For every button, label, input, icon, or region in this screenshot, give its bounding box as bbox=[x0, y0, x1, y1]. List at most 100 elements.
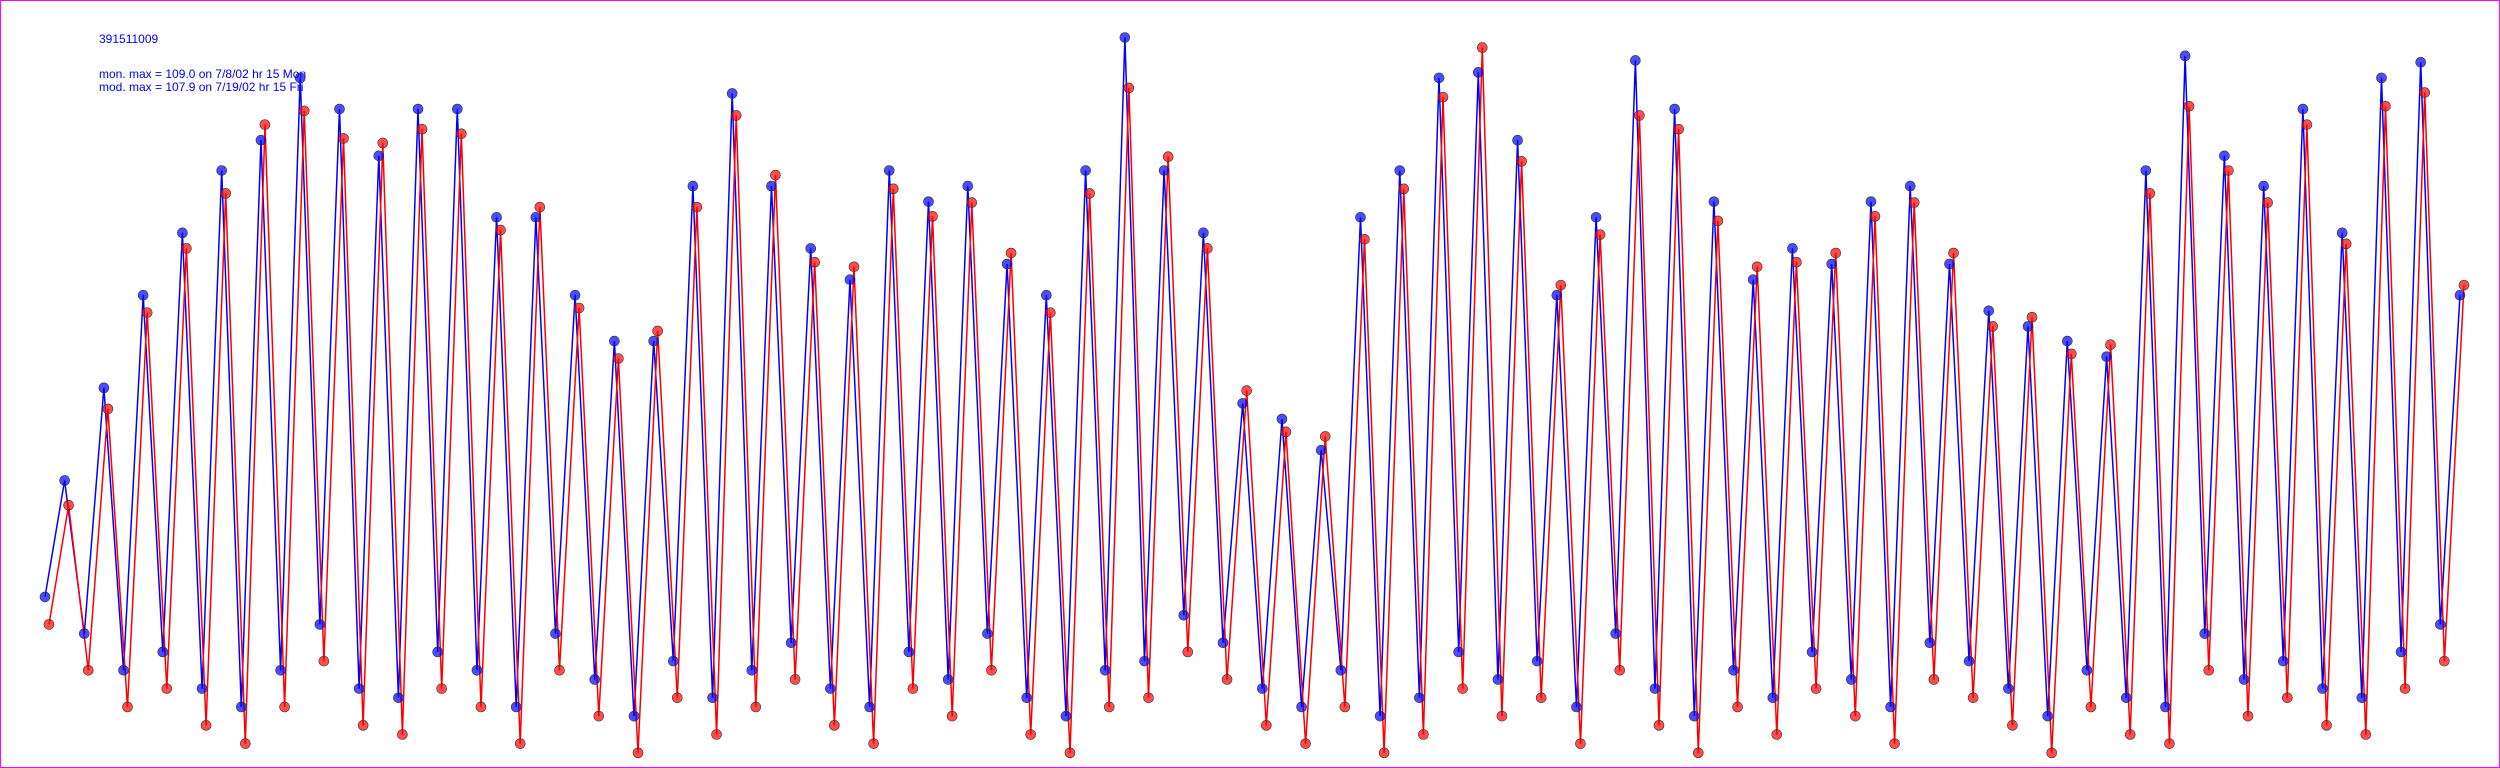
data-point bbox=[1084, 188, 1095, 199]
data-point bbox=[2219, 150, 2230, 162]
data-point bbox=[495, 224, 506, 236]
data-point bbox=[1771, 729, 1783, 740]
data-point bbox=[2164, 738, 2175, 749]
data-point bbox=[452, 103, 463, 115]
data-point bbox=[1021, 692, 1033, 704]
data-point bbox=[393, 692, 404, 704]
data-point bbox=[1398, 183, 1410, 195]
data-point bbox=[1202, 243, 1213, 254]
data-point bbox=[137, 289, 149, 301]
data-point bbox=[1634, 110, 1645, 121]
data-point bbox=[2380, 100, 2391, 112]
data-point bbox=[1064, 747, 1076, 759]
data-point bbox=[1535, 692, 1547, 704]
data-point bbox=[2105, 339, 2116, 351]
data-point bbox=[1810, 683, 1822, 694]
data-point bbox=[554, 664, 565, 676]
data-point bbox=[573, 302, 585, 314]
data-point bbox=[1276, 413, 1288, 425]
data-point bbox=[1865, 196, 1877, 207]
data-point bbox=[1692, 747, 1704, 759]
data-point bbox=[766, 180, 777, 192]
data-point bbox=[102, 403, 114, 415]
data-point bbox=[1516, 156, 1527, 167]
data-point bbox=[2144, 188, 2156, 199]
data-point bbox=[1257, 683, 1268, 694]
data-point bbox=[181, 243, 192, 254]
data-point bbox=[416, 123, 428, 135]
data-point bbox=[1374, 710, 1386, 722]
data-point bbox=[1928, 674, 1940, 685]
data-point bbox=[357, 720, 369, 731]
data-point bbox=[1221, 674, 1233, 685]
data-point bbox=[1830, 247, 1842, 259]
data-point bbox=[2258, 180, 2269, 192]
data-point bbox=[1787, 243, 1798, 254]
data-point bbox=[942, 674, 954, 685]
data-point bbox=[750, 701, 762, 713]
data-point bbox=[2183, 100, 2195, 112]
data-point bbox=[2022, 321, 2034, 332]
data-point bbox=[2317, 683, 2328, 694]
data-point bbox=[2297, 103, 2309, 115]
data-point bbox=[1963, 655, 1975, 667]
data-point bbox=[2160, 701, 2171, 713]
data-point bbox=[456, 128, 467, 140]
data-point bbox=[1355, 211, 1366, 223]
data-point bbox=[397, 729, 408, 740]
data-point bbox=[770, 169, 781, 181]
data-point bbox=[2179, 50, 2191, 62]
data-point bbox=[1453, 646, 1464, 658]
data-point bbox=[2081, 664, 2093, 676]
data-point bbox=[1630, 55, 1641, 66]
data-point bbox=[927, 211, 938, 222]
data-point bbox=[1904, 180, 1916, 192]
data-point bbox=[864, 701, 875, 713]
data-point bbox=[1869, 211, 1881, 222]
data-point bbox=[1182, 646, 1194, 658]
data-point bbox=[63, 499, 74, 511]
data-point bbox=[2223, 165, 2234, 176]
data-point bbox=[279, 701, 290, 713]
data-point bbox=[1767, 692, 1779, 704]
data-point bbox=[730, 110, 742, 121]
data-point bbox=[2124, 729, 2136, 740]
data-point bbox=[1162, 151, 1174, 163]
data-point bbox=[2042, 710, 2053, 722]
data-point bbox=[2262, 197, 2273, 208]
data-point bbox=[353, 683, 365, 694]
data-point bbox=[844, 274, 856, 285]
data-point bbox=[2066, 348, 2077, 360]
data-point bbox=[1531, 655, 1543, 667]
data-point bbox=[1983, 305, 1995, 317]
data-point bbox=[196, 683, 208, 694]
data-point bbox=[986, 664, 997, 676]
data-point bbox=[2321, 720, 2332, 731]
data-point bbox=[707, 692, 718, 704]
data-point bbox=[2419, 87, 2431, 98]
data-point bbox=[726, 88, 738, 99]
data-point bbox=[652, 325, 663, 337]
data-point bbox=[118, 664, 129, 676]
data-point bbox=[275, 664, 286, 676]
data-point bbox=[691, 201, 703, 213]
data-point bbox=[1296, 701, 1307, 713]
data-point bbox=[1846, 674, 1857, 685]
data-point bbox=[1300, 738, 1311, 749]
data-point bbox=[1747, 274, 1759, 285]
data-point bbox=[1005, 247, 1017, 259]
data-point bbox=[887, 183, 899, 195]
data-point bbox=[1944, 258, 1955, 270]
data-point bbox=[923, 196, 934, 207]
data-point bbox=[1496, 710, 1508, 722]
data-point bbox=[589, 674, 601, 685]
data-point bbox=[1594, 229, 1606, 240]
data-point bbox=[1158, 165, 1170, 176]
data-point bbox=[962, 180, 974, 192]
data-point bbox=[98, 382, 110, 394]
data-point bbox=[2003, 683, 2014, 694]
data-point bbox=[338, 133, 349, 144]
data-point bbox=[1178, 609, 1190, 621]
data-point bbox=[648, 335, 659, 347]
data-point bbox=[1908, 197, 1920, 208]
